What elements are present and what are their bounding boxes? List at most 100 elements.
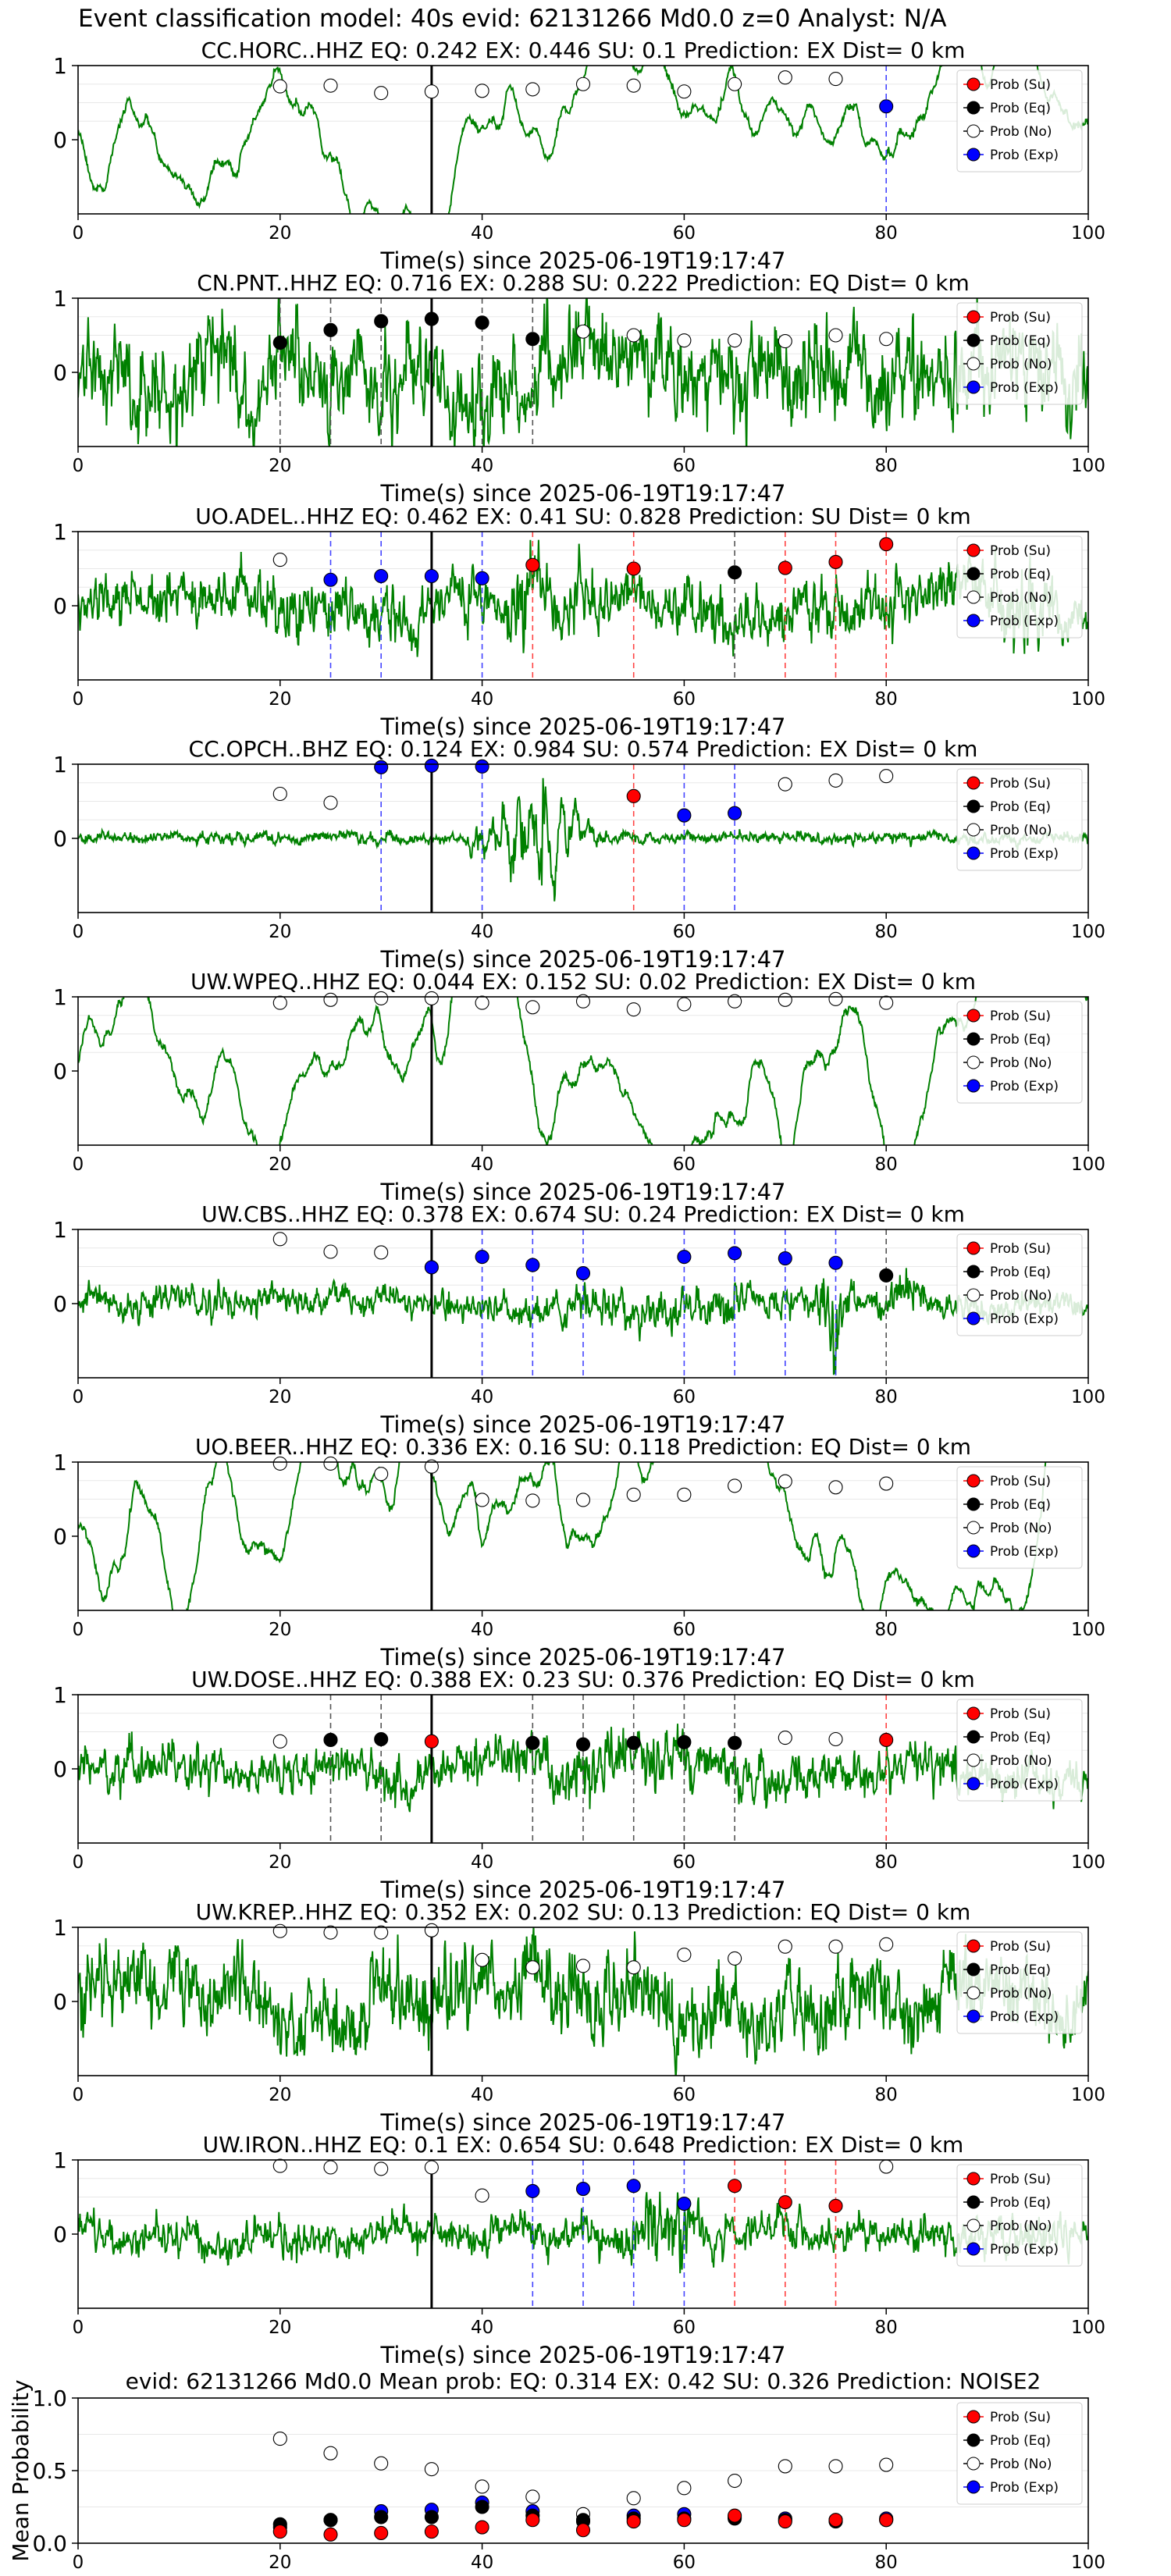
- legend-marker-exp: [966, 1311, 981, 1325]
- prob-marker-no: [272, 553, 287, 568]
- prob-marker-no: [575, 994, 591, 1009]
- y-tick-label: 1: [53, 1217, 67, 1243]
- legend-label-eq: Prob (Eq): [990, 567, 1051, 582]
- prob-marker-no: [272, 79, 287, 94]
- legend-marker-eq: [966, 2433, 981, 2447]
- waveform-trace: [78, 1927, 1088, 2076]
- axes-frame: [77, 1461, 1089, 1611]
- prob-marker-no: [272, 2158, 287, 2173]
- x-tick-label: 20: [269, 1620, 291, 1640]
- prob-marker-no: [272, 1923, 287, 1938]
- legend-marker-exp: [966, 2242, 981, 2256]
- mean-prob-marker-su: [323, 2527, 338, 2542]
- x-tick-label: 60: [673, 689, 696, 710]
- prob-marker-no: [879, 1476, 894, 1491]
- prob-marker-no: [374, 1467, 389, 1482]
- prob-marker-no: [374, 1245, 389, 1260]
- x-tick-label: 0: [73, 1155, 84, 1175]
- x-tick-label: 0: [73, 223, 84, 244]
- prob-marker-no: [323, 1925, 338, 1940]
- legend-label-su: Prob (Su): [990, 1474, 1051, 1489]
- x-tick-label: 60: [673, 922, 696, 942]
- prob-marker-no: [323, 992, 338, 1007]
- mean-prob-marker-no: [677, 2481, 692, 2496]
- legend-marker-no: [966, 1055, 981, 1069]
- prob-marker-su: [424, 1734, 439, 1749]
- prob-marker-exp: [728, 1246, 742, 1261]
- mean-prob-marker-no: [828, 2459, 843, 2474]
- prob-marker-no: [778, 1474, 792, 1489]
- x-tick-label: 0: [73, 2085, 84, 2105]
- y-tick-label: 0: [53, 127, 67, 153]
- prob-marker-su: [525, 557, 540, 572]
- prob-marker-no: [525, 1000, 540, 1015]
- legend-label-no: Prob (No): [990, 2218, 1052, 2234]
- legend-marker-exp: [966, 148, 981, 162]
- prob-marker-no: [323, 1244, 338, 1259]
- mean-prob-marker-no: [728, 2473, 742, 2489]
- x-tick-label: 100: [1071, 922, 1105, 942]
- legend-marker-no: [966, 2457, 981, 2471]
- prob-marker-no: [626, 1002, 641, 1017]
- y-tick-label: 1: [53, 286, 67, 311]
- y-tick-label: 1.0: [32, 2386, 67, 2411]
- prob-marker-no: [323, 78, 338, 93]
- x-tick-label: 40: [471, 1387, 493, 1407]
- x-tick-label: 80: [875, 1155, 898, 1175]
- x-tick-label: 20: [269, 1852, 291, 1873]
- legend-box: [956, 535, 1083, 639]
- waveform-trace: [78, 1724, 1088, 1813]
- legend-box: [956, 2164, 1083, 2267]
- prob-marker-no: [828, 1939, 843, 1954]
- y-tick-label: 0: [53, 360, 67, 386]
- mean-prob-marker-su: [728, 2508, 742, 2523]
- mean-prob-marker-su: [828, 2513, 843, 2528]
- legend-marker-exp: [966, 2480, 981, 2494]
- prob-marker-no: [626, 328, 641, 343]
- prob-marker-no: [272, 1456, 287, 1471]
- legend-box: [956, 1699, 1083, 1802]
- prob-marker-no: [778, 1731, 792, 1745]
- prob-marker-eq: [323, 322, 338, 337]
- legend-marker-eq: [966, 2195, 981, 2209]
- prob-marker-eq: [475, 315, 489, 330]
- prob-marker-exp: [828, 1255, 843, 1270]
- mean-prob-marker-no: [879, 2457, 894, 2472]
- prob-marker-no: [879, 1937, 894, 1952]
- prob-marker-no: [424, 1459, 439, 1474]
- y-tick-label: 1: [53, 984, 67, 1010]
- legend-marker-su: [966, 1706, 981, 1720]
- prob-marker-no: [272, 786, 287, 802]
- x-tick-label: 60: [673, 1620, 696, 1640]
- prob-marker-exp: [575, 1266, 591, 1281]
- prob-marker-no: [626, 78, 641, 93]
- prob-marker-no: [575, 324, 591, 339]
- mean-prob-marker-eq: [374, 2510, 389, 2524]
- x-tick-label: 20: [269, 456, 291, 476]
- x-tick-label: 40: [471, 456, 493, 476]
- prob-marker-su: [778, 560, 792, 575]
- mean-prob-marker-no: [323, 2446, 338, 2460]
- panel-title: UW.DOSE..HHZ EQ: 0.388 EX: 0.23 SU: 0.37…: [191, 1667, 975, 1692]
- legend-label-su: Prob (Su): [990, 1706, 1051, 1722]
- legend-marker-eq: [966, 333, 981, 347]
- y-tick-label: 1: [53, 53, 67, 79]
- prob-marker-exp: [626, 2179, 641, 2194]
- x-tick-label: 80: [875, 2318, 898, 2338]
- prob-marker-eq: [525, 332, 540, 347]
- legend-label-exp: Prob (Exp): [990, 1544, 1059, 1560]
- prob-marker-exp: [475, 571, 489, 585]
- legend-marker-su: [966, 77, 981, 91]
- prob-marker-no: [879, 332, 894, 347]
- x-tick-label: 80: [875, 223, 898, 244]
- x-tick-label: 40: [471, 1155, 493, 1175]
- panel-title: UO.ADEL..HHZ EQ: 0.462 EX: 0.41 SU: 0.82…: [195, 503, 971, 529]
- y-tick-label: 1: [53, 752, 67, 777]
- x-tick-label: 80: [875, 2085, 898, 2105]
- legend-label-eq: Prob (Eq): [990, 799, 1051, 815]
- x-tick-label: 20: [269, 1155, 291, 1175]
- prob-marker-no: [525, 1493, 540, 1508]
